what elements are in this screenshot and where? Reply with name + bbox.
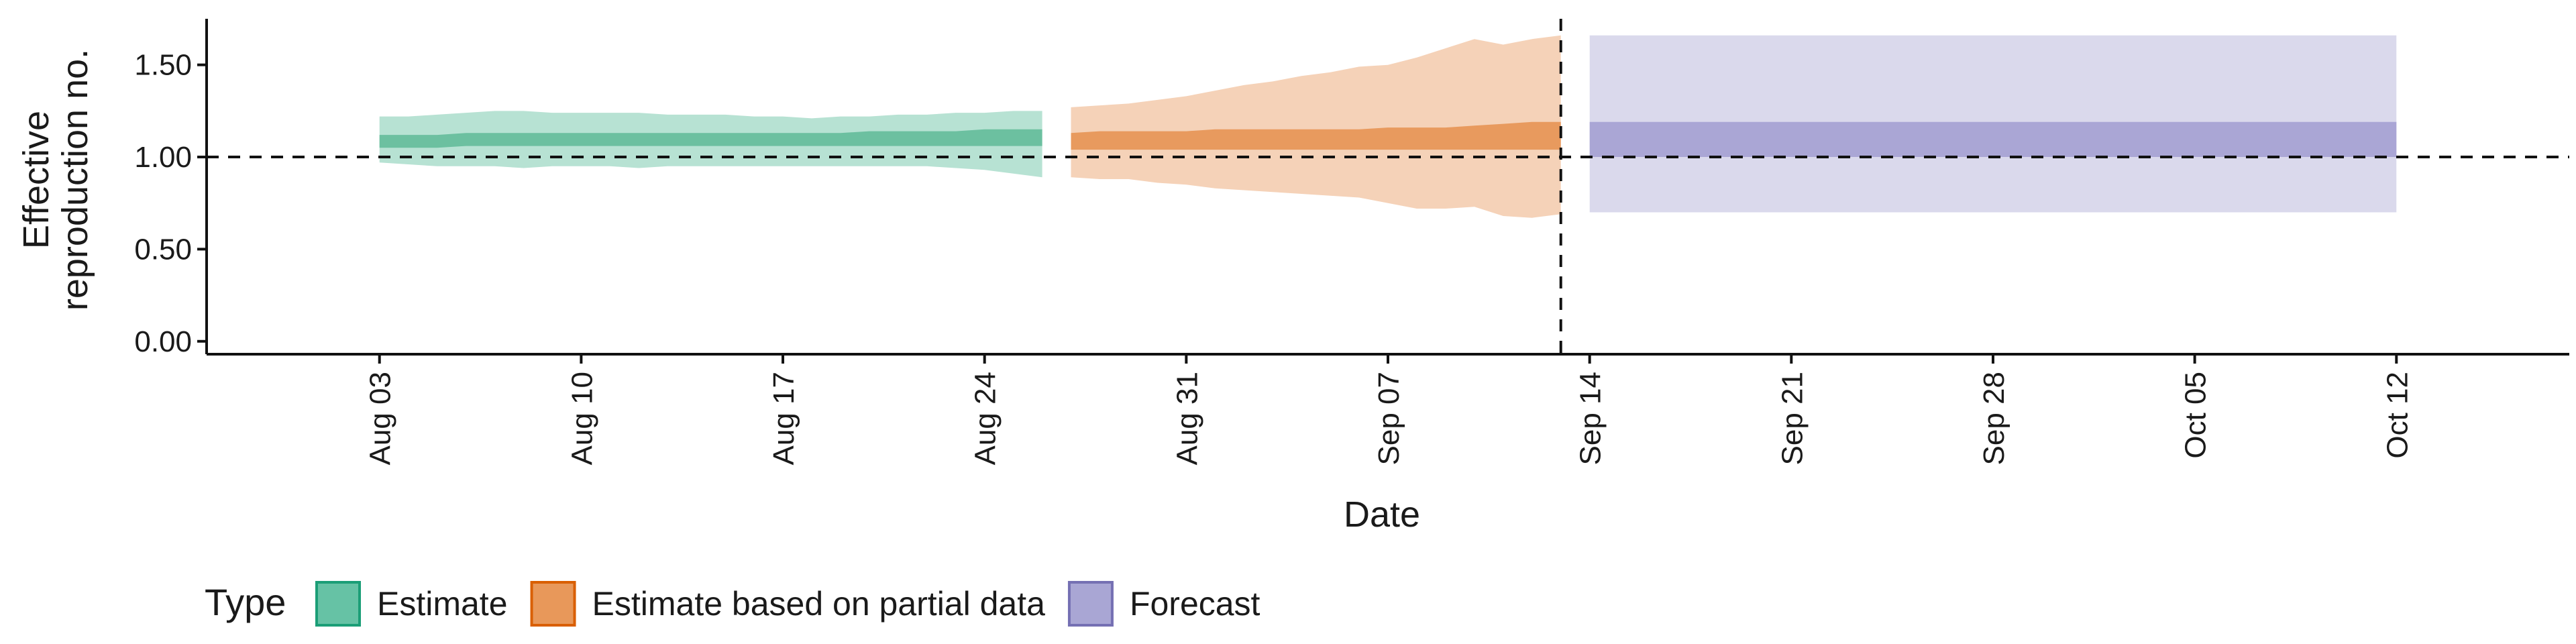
x-tick-label: Aug 31 [1171,372,1203,465]
x-axis-title: Date [1344,494,1420,535]
legend-key-estimate [315,581,361,627]
x-tick-label: Aug 24 [969,372,1002,465]
x-tick-label: Aug 03 [364,372,397,465]
plot-bands [379,35,2397,218]
x-tick-label: Aug 17 [767,372,800,465]
reference-lines [207,19,2569,354]
x-tick-label: Oct 12 [2381,372,2414,459]
legend-title: Type [205,581,286,623]
legend-label-estimate-based-on-partial-data: Estimate based on partial data [592,585,1046,623]
band-50-estimate-based-on-partial-data [1071,121,1561,150]
band-50-forecast [1589,121,2397,157]
x-tick-label: Sep 21 [1776,372,1809,465]
legend-label-estimate: Estimate [377,585,508,623]
y-tick-label: 1.50 [134,49,192,82]
y-tick-label: 1.00 [134,141,192,174]
band-90-estimate-based-on-partial-data [1071,35,1561,218]
x-tick-label: Aug 10 [566,372,598,465]
x-tick-label: Sep 14 [1574,372,1607,465]
legend-key-forecast [1067,581,1114,627]
y-ticks: 0.00 0.50 1.00 1.50 [134,49,207,358]
legend: Type Estimate Estimate based on partial d… [205,581,1260,627]
legend-label-forecast: Forecast [1130,585,1260,623]
x-tick-label: Sep 07 [1373,372,1405,465]
legend-key-estimate-based-on-partial-data [530,581,576,627]
y-tick-label: 0.00 [134,325,192,358]
x-tick-label: Oct 05 [2180,372,2212,459]
y-axis-title-line-1: Effective [16,111,56,249]
band-50-estimate [379,129,1042,148]
y-axis-title-line-2: reproduction no. [55,49,95,311]
x-ticks: Aug 03 Aug 10 Aug 17 Aug 24 Aug 31 Sep 07 Sep … [364,354,2414,465]
x-tick-label: Sep 28 [1978,372,2010,465]
y-tick-label: 0.50 [134,233,192,266]
